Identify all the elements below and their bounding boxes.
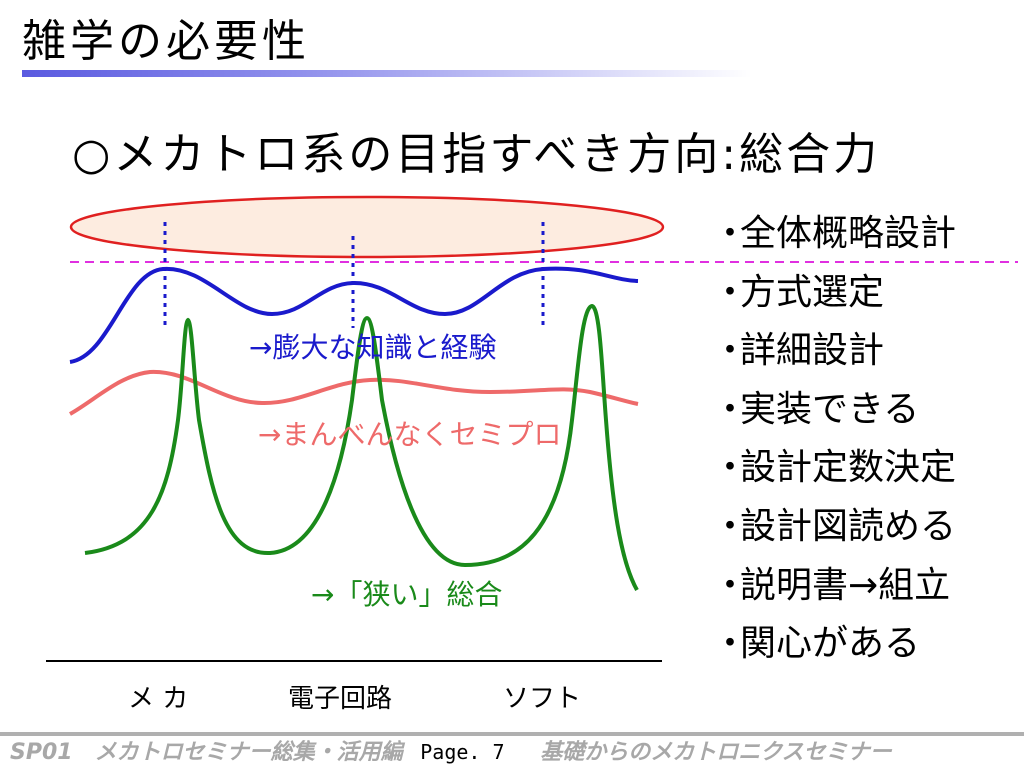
subtitle: ○メカトロ系の目指すべき方向:総合力 <box>72 129 881 180</box>
bullet-dot: ・ <box>712 213 749 254</box>
list-item-label: 詳細設計 <box>740 330 885 372</box>
bullet-dot: ・ <box>712 505 749 547</box>
axis-label-electronics: 電子回路 <box>288 684 392 714</box>
footer-divider <box>0 732 1024 736</box>
list-item-label: 設計図読める <box>740 505 957 547</box>
wide-knowledge-label: →膨大な知識と経験 <box>249 331 496 364</box>
list-item-label: 説明書→組立 <box>740 564 951 606</box>
bullet-dot: ・ <box>712 447 749 489</box>
narrow-integration-label: →「狭い」総合 <box>311 578 502 611</box>
footer-series-title: SP01 メカトロセミナー総集・活用編 <box>10 740 403 765</box>
list-item-label: 全体概略設計 <box>740 213 957 254</box>
list-item: ・説明書→組立 <box>712 557 956 616</box>
list-item-label: 関心がある <box>740 623 921 665</box>
bullet-dot: ・ <box>712 564 749 606</box>
bullet-dot: ・ <box>712 388 749 430</box>
list-item: ・全体概略設計 <box>712 205 956 264</box>
list-item-label: 方式選定 <box>740 271 885 313</box>
wide-knowledge-curve <box>69 266 639 364</box>
list-item-label: 実装できる <box>740 388 920 430</box>
axis-label-software: ソフト <box>503 684 581 714</box>
list-item: ・詳細設計 <box>712 322 956 381</box>
list-item: ・設計定数決定 <box>712 439 956 498</box>
bullet-dot: ・ <box>712 271 749 313</box>
narrow-integration-curve <box>84 303 639 591</box>
list-item-label: 設計定数決定 <box>740 447 957 489</box>
axis-label-mechanics: メ カ <box>128 684 188 714</box>
list-item: ・関心がある <box>712 615 956 674</box>
page-title: 雑学の必要性 <box>22 16 310 67</box>
capability-list: ・全体概略設計 ・方式選定 ・詳細設計 ・実装できる ・設計定数決定 ・設計図読… <box>712 205 956 674</box>
list-item: ・設計図読める <box>712 498 956 557</box>
bullet-dot: ・ <box>712 330 749 372</box>
list-item: ・方式選定 <box>712 264 956 323</box>
title-underline <box>22 70 752 77</box>
semi-pro-label: →まんべんなくセミプロ <box>258 418 561 451</box>
bullet-dot: ・ <box>712 623 749 665</box>
footer: SP01 メカトロセミナー総集・活用編 Page. 7 基礎からのメカトロニクス… <box>10 737 1020 767</box>
page-number: Page. 7 <box>420 740 505 764</box>
overall-design-ellipse <box>69 195 665 259</box>
list-item: ・実装できる <box>712 381 956 440</box>
footer-seminar-name: 基礎からのメカトロニクスセミナー <box>540 740 892 765</box>
